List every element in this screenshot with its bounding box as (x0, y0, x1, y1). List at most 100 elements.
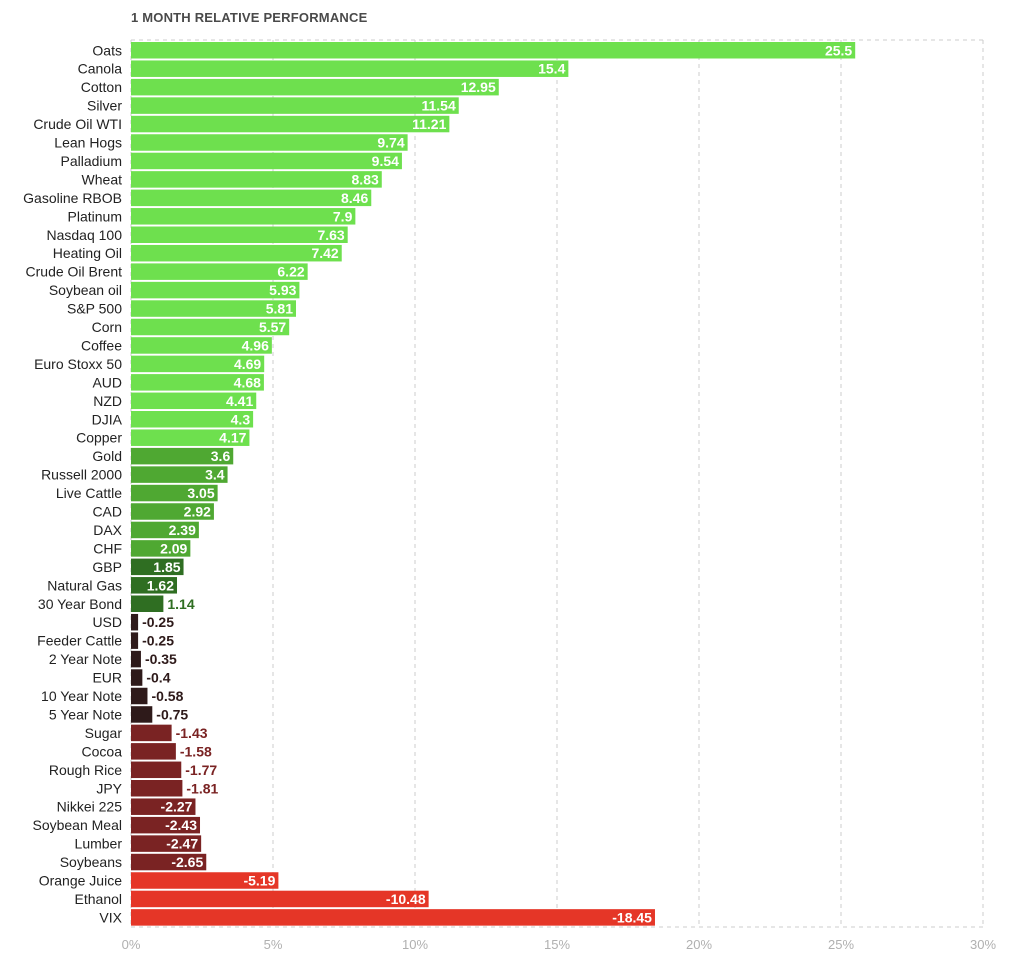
bar (131, 890, 429, 908)
value-label: 5.57 (259, 319, 286, 335)
bar (131, 558, 184, 576)
category-label: GBP (92, 559, 122, 575)
bar (131, 484, 218, 502)
bar (131, 226, 348, 243)
bar (131, 521, 199, 539)
value-label: 9.54 (372, 153, 399, 169)
value-label: 4.41 (226, 393, 253, 409)
value-label: 5.93 (269, 282, 296, 298)
value-label: 1.14 (167, 596, 194, 612)
bar (131, 909, 655, 926)
bar (131, 816, 201, 834)
value-label: 2.09 (160, 540, 187, 556)
value-label: 3.4 (205, 467, 225, 483)
category-label: Oats (92, 42, 122, 58)
value-label: 15.4 (538, 61, 565, 77)
value-label: 4.96 (242, 337, 269, 353)
category-label: 30 Year Bond (38, 596, 122, 612)
category-label: CAD (92, 504, 122, 520)
category-label: Crude Oil WTI (33, 116, 122, 132)
bar (131, 337, 272, 354)
category-label: Lean Hogs (54, 135, 122, 151)
bar (131, 281, 300, 299)
category-label: VIX (99, 909, 122, 925)
category-label: Lumber (75, 836, 123, 852)
bar (131, 687, 148, 705)
bar (131, 171, 382, 188)
value-label: 1.85 (153, 559, 180, 575)
value-label: -0.4 (146, 670, 170, 686)
x-tick-label: 10% (402, 937, 428, 952)
value-label: -10.48 (386, 891, 426, 907)
bar (131, 189, 372, 207)
category-label: Nikkei 225 (57, 799, 123, 815)
value-label: 4.68 (234, 374, 261, 390)
bar (131, 411, 254, 428)
bar (131, 466, 228, 483)
bar (131, 577, 178, 594)
category-label: Cotton (81, 79, 122, 95)
x-tick-label: 0% (122, 937, 141, 952)
bar (131, 743, 176, 760)
value-label: -5.19 (243, 873, 275, 889)
bar (131, 152, 402, 170)
category-label: Gasoline RBOB (23, 190, 122, 206)
value-label: -1.43 (176, 725, 208, 741)
category-label: NZD (93, 393, 122, 409)
value-label: 1.62 (147, 577, 174, 593)
category-label: Feeder Cattle (37, 633, 122, 649)
value-label: -2.47 (166, 836, 198, 852)
category-label: Crude Oil Brent (26, 264, 123, 280)
category-label: 10 Year Note (41, 688, 122, 704)
value-label: -0.35 (145, 651, 177, 667)
x-tick-label: 20% (686, 937, 712, 952)
bar (131, 300, 297, 317)
value-label: -1.77 (185, 762, 217, 778)
category-label: Soybeans (60, 854, 122, 870)
bar (131, 429, 250, 446)
value-label: -0.58 (151, 688, 183, 704)
category-label: Corn (92, 319, 122, 335)
value-label: -0.25 (142, 633, 174, 649)
value-label: 9.74 (377, 135, 404, 151)
category-label: DJIA (92, 411, 123, 427)
bar (131, 706, 153, 723)
value-label: 3.05 (187, 485, 214, 501)
value-label: 4.17 (219, 430, 246, 446)
bar (131, 263, 308, 280)
category-label: Sugar (85, 725, 123, 741)
category-label: Orange Juice (39, 873, 122, 889)
value-label: 5.81 (266, 301, 293, 317)
value-label: 11.54 (421, 98, 455, 114)
value-label: 2.92 (184, 504, 211, 520)
bar (131, 761, 182, 779)
bar (131, 115, 450, 133)
value-label: -1.58 (180, 743, 212, 759)
bar (131, 872, 279, 889)
category-label: USD (92, 614, 122, 630)
category-label: AUD (92, 374, 122, 390)
category-label: Soybean Meal (32, 817, 122, 833)
category-label: Platinum (68, 208, 122, 224)
value-label: 8.46 (341, 190, 368, 206)
value-label: 3.6 (211, 448, 231, 464)
x-tick-label: 15% (544, 937, 570, 952)
value-label: -1.81 (186, 780, 218, 796)
value-label: 7.9 (333, 208, 353, 224)
category-label: EUR (92, 670, 122, 686)
category-label: Silver (87, 98, 122, 114)
bar (131, 798, 196, 815)
x-tick-label: 30% (970, 937, 996, 952)
value-label: -18.45 (612, 909, 652, 925)
category-label: Palladium (61, 153, 122, 169)
category-label: Wheat (82, 171, 123, 187)
value-label: -2.43 (165, 817, 197, 833)
value-label: 4.69 (234, 356, 261, 372)
category-label: Soybean oil (49, 282, 122, 298)
category-label: Coffee (81, 337, 122, 353)
bar (131, 835, 202, 852)
bar (131, 244, 342, 262)
value-label: 12.95 (461, 79, 496, 95)
category-label: Rough Rice (49, 762, 122, 778)
value-label: 7.63 (317, 227, 344, 243)
